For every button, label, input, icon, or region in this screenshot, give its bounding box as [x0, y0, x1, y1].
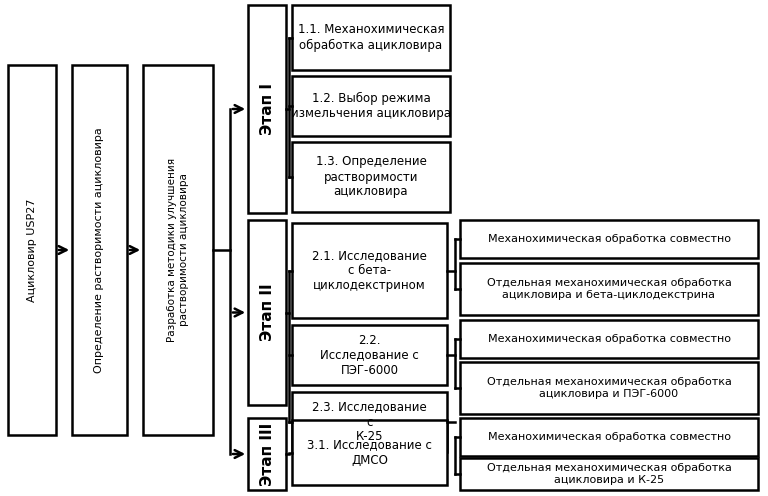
- Text: Ацикловир USP27: Ацикловир USP27: [27, 198, 37, 302]
- Bar: [292, 142, 450, 212]
- Bar: [292, 76, 450, 136]
- Text: Этап III: Этап III: [260, 423, 274, 486]
- Text: 1.3. Определение
растворимости
ацикловира: 1.3. Определение растворимости ацикловир…: [316, 156, 426, 198]
- Bar: [72, 65, 127, 435]
- Bar: [248, 220, 286, 405]
- Text: Механохимическая обработка совместно: Механохимическая обработка совместно: [488, 432, 730, 442]
- Bar: [8, 65, 56, 435]
- Text: 3.1. Исследование с
ДМСО: 3.1. Исследование с ДМСО: [307, 438, 432, 467]
- Bar: [460, 458, 758, 490]
- Bar: [460, 418, 758, 456]
- Bar: [248, 5, 286, 213]
- Bar: [460, 220, 758, 258]
- Text: Этап II: Этап II: [260, 284, 274, 341]
- Bar: [292, 223, 447, 318]
- Text: 2.3. Исследование
с
К-25: 2.3. Исследование с К-25: [312, 400, 427, 443]
- Text: Отдельная механохимическая обработка
ацикловира и бета-циклодекстрина: Отдельная механохимическая обработка аци…: [487, 278, 731, 300]
- Bar: [248, 418, 286, 490]
- Bar: [460, 320, 758, 358]
- Bar: [143, 65, 213, 435]
- Bar: [292, 420, 447, 485]
- Text: Отдельная механохимическая обработка
ацикловира и К-25: Отдельная механохимическая обработка аци…: [487, 463, 731, 485]
- Text: 1.1. Механохимическая
обработка ацикловира: 1.1. Механохимическая обработка ациклови…: [298, 23, 444, 52]
- Bar: [292, 392, 447, 452]
- Text: Отдельная механохимическая обработка
ацикловира и ПЭГ-6000: Отдельная механохимическая обработка аци…: [487, 377, 731, 399]
- Text: Механохимическая обработка совместно: Механохимическая обработка совместно: [488, 234, 730, 244]
- Bar: [292, 5, 450, 70]
- Bar: [460, 362, 758, 414]
- Text: Определение растворимости ацикловира: Определение растворимости ацикловира: [94, 127, 104, 373]
- Text: 2.2.
Исследование с
ПЭГ-6000: 2.2. Исследование с ПЭГ-6000: [320, 333, 419, 376]
- Text: 2.1. Исследование
с бета-
циклодекстрином: 2.1. Исследование с бета- циклодекстрино…: [312, 249, 427, 292]
- Text: Разработка методики улучшения
растворимости ацикловира: Разработка методики улучшения растворимо…: [167, 158, 189, 342]
- Text: 1.2. Выбор режима
измельчения ацикловира: 1.2. Выбор режима измельчения ацикловира: [291, 92, 451, 120]
- Text: Механохимическая обработка совместно: Механохимическая обработка совместно: [488, 334, 730, 344]
- Bar: [460, 263, 758, 315]
- Text: Этап I: Этап I: [260, 83, 274, 135]
- Bar: [292, 325, 447, 385]
